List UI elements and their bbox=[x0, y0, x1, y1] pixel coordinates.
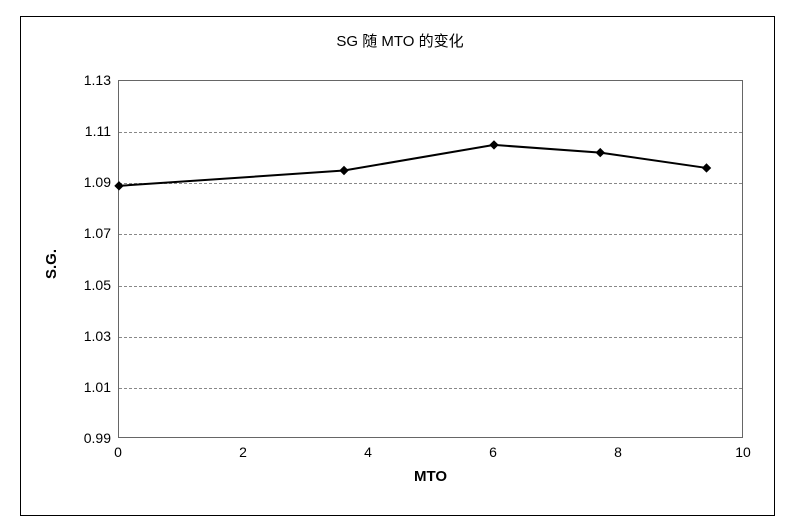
y-tick-label: 1.03 bbox=[63, 328, 111, 344]
y-tick-label: 1.11 bbox=[63, 123, 111, 139]
y-tick-label: 1.01 bbox=[63, 379, 111, 395]
x-tick-label: 0 bbox=[98, 444, 138, 460]
x-tick-label: 2 bbox=[223, 444, 263, 460]
x-tick-label: 4 bbox=[348, 444, 388, 460]
y-tick-label: 1.05 bbox=[63, 277, 111, 293]
series-marker-diamond bbox=[596, 149, 604, 157]
series-marker-diamond bbox=[490, 141, 498, 149]
y-tick-label: 1.09 bbox=[63, 174, 111, 190]
x-tick-label: 10 bbox=[723, 444, 763, 460]
series-line bbox=[119, 145, 707, 186]
chart-title: SG 随 MTO 的变化 bbox=[0, 30, 800, 51]
plot-area bbox=[118, 80, 743, 438]
series-marker-diamond bbox=[340, 167, 348, 175]
x-tick-label: 8 bbox=[598, 444, 638, 460]
chart-page: SG 随 MTO 的变化 0.991.011.031.051.071.091.1… bbox=[0, 0, 800, 531]
x-axis-label: MTO bbox=[381, 468, 481, 485]
y-tick-label: 1.13 bbox=[63, 72, 111, 88]
x-tick-label: 6 bbox=[473, 444, 513, 460]
y-tick-label: 1.07 bbox=[63, 225, 111, 241]
series-marker-diamond bbox=[703, 164, 711, 172]
y-axis-label: S.G. bbox=[43, 249, 60, 279]
series-svg bbox=[119, 81, 744, 439]
